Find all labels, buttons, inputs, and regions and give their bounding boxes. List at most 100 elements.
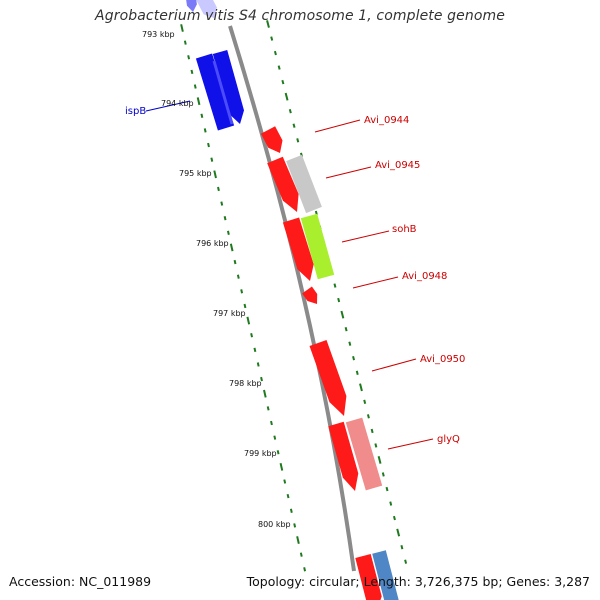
gene-ispB-b — [212, 50, 244, 124]
outer-tick-mark — [276, 450, 280, 455]
tick-label-1: 794 kbp — [161, 99, 194, 108]
tick-label-5: 798 kbp — [229, 379, 262, 388]
outer-tick-mark — [229, 243, 234, 252]
outer-tick-mark — [223, 216, 227, 221]
inner-tick-mark — [352, 356, 356, 361]
outer-tick-mark — [246, 316, 251, 325]
outer-tick-mark — [180, 24, 184, 32]
accession-text: Accession: NC_011989 — [9, 574, 152, 589]
outer-tick-mark — [240, 289, 244, 294]
inner-tick-mark — [333, 283, 337, 288]
outer-tick-mark — [279, 462, 284, 471]
summary-text: Topology: circular; Length: 3,726,375 bp… — [246, 574, 590, 589]
outer-tick-mark — [203, 128, 207, 133]
inner-tick-mark — [381, 472, 385, 477]
gene-fragment-top — [196, 0, 217, 18]
gene-label-leader-glyQ — [387, 438, 434, 450]
inner-tick-mark — [359, 383, 363, 392]
outer-tick-mark — [263, 389, 267, 398]
outer-tick-mark — [207, 142, 210, 148]
gene-label-Avi_0945: Avi_0945 — [375, 160, 420, 171]
outer-tick-mark — [256, 362, 260, 367]
gene-bottom-red — [355, 554, 382, 600]
inner-tick-mark — [389, 501, 393, 506]
inner-tick-mark — [337, 297, 341, 303]
outer-tick-mark — [289, 508, 293, 513]
gene-label-leader-sohB — [341, 230, 390, 243]
inner-tick-mark — [370, 428, 374, 434]
gene-fragment-top-blue — [186, 0, 197, 12]
inner-tick-mark — [374, 443, 378, 448]
gene-glyQ-main — [328, 421, 359, 491]
inner-tick-mark — [385, 486, 389, 492]
outer-tick-mark — [293, 523, 297, 528]
outer-tick-mark — [303, 567, 307, 572]
tick-label-6: 799 kbp — [244, 449, 277, 458]
outer-tick-mark — [217, 186, 220, 192]
outer-tick-mark — [220, 201, 224, 206]
gene-label-leader-Avi_0950 — [371, 358, 417, 372]
tick-label-4: 797 kbp — [213, 309, 246, 318]
outer-tick-mark — [296, 536, 300, 544]
inner-tick-mark — [288, 109, 292, 114]
tick-label-2: 795 kbp — [179, 169, 212, 178]
outer-tick-mark — [187, 55, 191, 60]
outer-tick-mark — [196, 97, 201, 106]
gene-ispB-a — [195, 53, 235, 131]
inner-tick-mark — [340, 310, 345, 319]
outer-tick-mark — [286, 493, 290, 499]
inner-tick-mark — [355, 370, 359, 375]
outer-tick-mark — [210, 157, 214, 162]
tick-label-3: 796 kbp — [196, 239, 229, 248]
outer-tick-mark — [226, 230, 230, 235]
inner-tick-mark — [404, 559, 408, 564]
inner-tick-mark — [366, 414, 370, 419]
inner-tick-mark — [273, 50, 277, 56]
inner-tick-mark — [292, 123, 296, 128]
tick-layer: 793 kbp 794 kbp 795 kbp 796 kbp 797 kbp 798 k… — [142, 30, 291, 529]
outer-tick-mark — [193, 84, 197, 89]
outer-tick-mark — [200, 113, 204, 118]
inner-tick-mark — [377, 456, 382, 464]
gene-label-ispB: ispB — [125, 106, 146, 117]
inner-tick-mark — [348, 341, 352, 346]
gene-label-Avi_0950: Avi_0950 — [420, 354, 465, 365]
outer-tick-mark — [270, 420, 273, 426]
gene-Avi_0948 — [302, 286, 318, 304]
outer-tick-mark — [213, 170, 217, 179]
gene-Avi_0944 — [260, 126, 283, 153]
inner-tick-mark — [392, 515, 396, 521]
outer-tick-mark — [233, 259, 237, 265]
tick-label-7: 800 kbp — [258, 520, 291, 529]
page-title: Agrobacterium vitis S4 chromosome 1, com… — [95, 8, 505, 24]
inner-tick-mark — [344, 326, 348, 332]
inner-tick-mark — [396, 528, 401, 537]
gene-Avi_0950 — [309, 340, 347, 416]
genes-layer — [186, 0, 399, 600]
inner-tick-mark — [277, 65, 281, 70]
gene-label-Avi_0944: Avi_0944 — [364, 115, 409, 126]
outer-tick-mark — [236, 274, 240, 279]
dots-layer — [180, 20, 408, 572]
outer-tick-mark — [243, 303, 247, 309]
outer-tick-mark — [253, 347, 257, 353]
inner-tick-mark — [270, 36, 274, 41]
gene-Avi_0945-box — [286, 154, 322, 214]
gene-glyQ-box — [345, 417, 383, 491]
outer-tick-mark — [183, 40, 187, 45]
inner-tick-mark — [296, 138, 300, 143]
gene-label-Avi_0948: Avi_0948 — [402, 271, 447, 282]
inner-tick-mark — [400, 544, 404, 550]
outer-tick-mark — [260, 376, 263, 382]
backbone-layer — [228, 25, 356, 572]
outer-tick-mark — [273, 435, 277, 440]
outer-tick-mark — [299, 552, 303, 557]
inner-tick-mark — [266, 20, 270, 28]
gene-sohB-box — [300, 213, 335, 280]
tick-label-0: 793 kbp — [142, 30, 175, 39]
outer-tick-mark — [250, 333, 254, 338]
gene-label-sohB: sohB — [392, 224, 417, 235]
gene-label-leader-Avi_0944 — [314, 119, 361, 133]
gene-Avi_0945-main — [267, 156, 299, 212]
